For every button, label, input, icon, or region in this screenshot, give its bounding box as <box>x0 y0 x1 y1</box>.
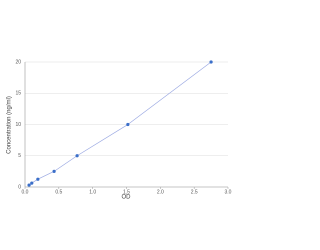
data-point <box>126 122 130 127</box>
data-point <box>36 177 40 181</box>
y-tick-label: 10 <box>15 122 21 128</box>
data-point <box>30 181 34 185</box>
data-point <box>52 169 56 173</box>
x-tick-label: 0.5 <box>55 189 62 195</box>
x-tick-label: 0.0 <box>22 189 29 195</box>
y-tick-label: 15 <box>15 91 21 97</box>
x-tick-label: 3.0 <box>225 189 232 195</box>
y-tick-label: 20 <box>15 59 21 65</box>
x-axis-title: OD <box>122 195 132 201</box>
x-tick-label: 1.5 <box>123 189 130 195</box>
x-tick-label: 2.5 <box>191 189 198 195</box>
data-point <box>209 60 213 64</box>
y-tick-label: 0 <box>18 184 21 190</box>
y-axis-title: Concentration (ng/ml) <box>7 96 13 154</box>
chart: OD Concentration (ng/ml) 0 5 10 15 20 0.0 0.5 1… <box>7 59 232 201</box>
data-point <box>27 183 31 187</box>
fit-line <box>28 61 212 186</box>
x-tick-label: 2.0 <box>157 189 164 195</box>
data-point <box>75 154 79 158</box>
x-tick-label: 1.0 <box>89 189 96 195</box>
y-tick-label: 5 <box>18 153 21 159</box>
